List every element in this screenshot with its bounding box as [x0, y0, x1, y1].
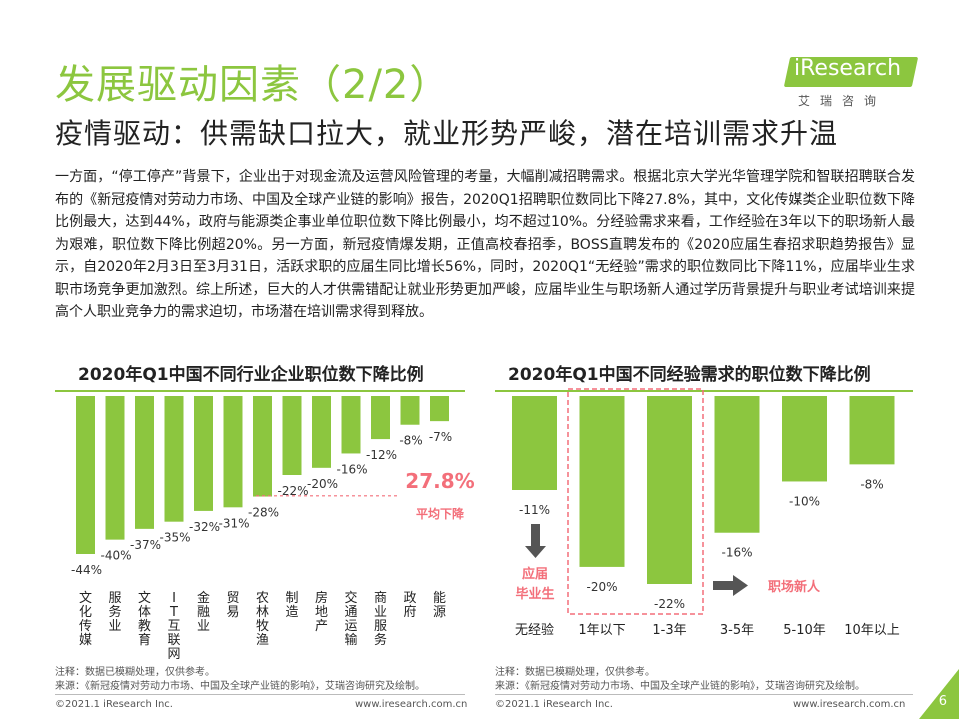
- right-note: 注释：数据已模糊处理，仅供参考。: [495, 667, 655, 678]
- chart1-category-label-8: 制造: [285, 591, 298, 620]
- chart2-annotation-newcomer: 职场新人: [768, 579, 821, 595]
- chart1-category-label-3: 文体教育: [138, 591, 151, 648]
- chart2-right-arrow-stem: [713, 581, 733, 590]
- chart1-bar-1: [76, 396, 95, 554]
- chart1-bar-4: [164, 396, 184, 522]
- chart2-bar-6: [849, 396, 895, 465]
- page-title: 发展驱动因素（2/2）: [55, 62, 451, 108]
- chart2-bar-2: [579, 396, 625, 567]
- chart1-title: 2020年Q1中国不同行业企业职位数下降比例: [78, 365, 424, 385]
- chart2-category-label-1: 无经验: [515, 622, 554, 638]
- copyright-right: ©2021.1 iResearch Inc.: [495, 699, 613, 710]
- chart2-down-arrow-stem: [531, 524, 540, 546]
- chart1-value-label-3: -37%: [130, 538, 161, 552]
- right-footer-line: [495, 694, 913, 695]
- chart1-category-label-1: 文化传媒: [79, 591, 92, 648]
- chart1-value-label-9: -20%: [307, 477, 338, 491]
- right-source: 来源：《新冠疫情对劳动力市场、中国及全球产业链的影响》，艾瑞咨询研究及绘制。: [495, 681, 865, 692]
- chart2-value-label-1: -11%: [519, 503, 550, 517]
- logo-name: iResearch: [794, 56, 902, 81]
- chart1-bar-6: [223, 396, 243, 508]
- chart2-bar-3: [647, 396, 692, 584]
- chart2-annotation-freshgrad-line1: 应届: [522, 566, 548, 582]
- chart2-category-label-4: 3-5年: [720, 623, 754, 638]
- chart2-annotation-freshgrad-line2: 毕业生: [515, 586, 554, 602]
- chart1-category-label-12: 政府: [403, 591, 416, 620]
- chart1-value-label-13: -7%: [429, 430, 452, 444]
- copyright-left: ©2021.1 iResearch Inc.: [55, 699, 173, 710]
- left-note: 注释：数据已模糊处理，仅供参考。: [55, 667, 215, 678]
- chart2-bar-1: [512, 396, 557, 490]
- chart2-value-label-6: -8%: [860, 477, 883, 491]
- chart1-bar-2: [105, 396, 125, 540]
- chart1-bar-7: [253, 396, 272, 497]
- chart2-value-label-2: -20%: [586, 580, 617, 594]
- chart2-bar-5: [782, 396, 827, 482]
- chart2-right-arrow-head: [733, 575, 748, 596]
- chart1-bar-8: [282, 396, 302, 475]
- chart2-category-label-2: 1年以下: [578, 623, 625, 638]
- corner-decoration: [919, 669, 959, 719]
- chart1-value-label-1: -44%: [71, 563, 102, 577]
- chart2-value-label-5: -10%: [789, 494, 820, 508]
- url-left: www.iresearch.com.cn: [355, 699, 468, 710]
- chart1-category-label-11: 商业服务: [374, 591, 387, 648]
- chart2-bar-4: [714, 396, 760, 533]
- chart1-bar-13: [430, 396, 449, 422]
- chart1-category-label-9: 房地产: [315, 590, 328, 634]
- chart1-category-label-5: 金融业: [197, 590, 210, 634]
- left-footer-line: [55, 694, 465, 695]
- chart1-bar-5: [194, 396, 213, 511]
- chart1-average-caption: 平均下降: [416, 506, 465, 521]
- chart1-category-label-6: 贸易: [226, 591, 239, 620]
- chart2-divider: [495, 390, 913, 392]
- chart2-category-label-6: 10年以上: [844, 623, 900, 638]
- chart1-category-label-13: 能源: [433, 591, 446, 620]
- body-paragraph: 一方面，“停工停产”背景下，企业出于对现金流及运营风险管理的考量，大幅削减招聘需…: [55, 169, 915, 320]
- chart2-category-label-5: 5-10年: [783, 623, 826, 638]
- chart1-value-label-2: -40%: [100, 549, 131, 563]
- chart1-value-label-7: -28%: [248, 506, 279, 520]
- chart1-value-label-4: -35%: [159, 531, 190, 545]
- chart1-category-label-2: 服务业: [108, 591, 121, 634]
- chart1-category-label-7: 农林牧渔: [256, 591, 269, 648]
- url-right: www.iresearch.com.cn: [793, 699, 906, 710]
- chart2-title: 2020年Q1中国不同经验需求的职位数下降比例: [508, 365, 871, 385]
- chart2-value-label-3: -22%: [654, 597, 685, 611]
- chart2-highlight-box: [567, 388, 704, 615]
- chart1-value-label-12: -8%: [399, 434, 422, 448]
- left-source: 来源：《新冠疫情对劳动力市场、中国及全球产业链的影响》，艾瑞咨询研究及绘制。: [55, 681, 425, 692]
- page-number: 6: [938, 694, 947, 709]
- chart1-bar-3: [135, 396, 154, 529]
- chart1-value-label-10: -16%: [336, 462, 367, 476]
- chart1-average-value: 27.8%: [405, 469, 474, 493]
- chart1-category-label-10: 交通运输: [344, 590, 357, 648]
- chart1-bar-12: [400, 396, 420, 425]
- logo-subtitle: 艾瑞咨询: [798, 94, 887, 108]
- chart1-value-label-6: -31%: [218, 516, 249, 530]
- page-subtitle: 疫情驱动：供需缺口拉大，就业形势严峻，潜在培训需求升温: [55, 117, 839, 150]
- chart1-bar-11: [371, 396, 390, 440]
- chart1-divider: [55, 390, 465, 392]
- iresearch-logo: iResearch 艾瑞咨询: [782, 52, 922, 114]
- chart1-category-label-4: I T 互联网: [167, 591, 180, 662]
- chart2-value-label-4: -16%: [721, 546, 752, 560]
- chart2-down-arrow-head: [525, 546, 546, 558]
- chart1-bar-9: [312, 396, 331, 468]
- chart1-bar-10: [341, 396, 361, 454]
- chart1-value-label-5: -32%: [189, 520, 220, 534]
- chart2-category-label-3: 1-3年: [652, 623, 686, 638]
- chart1-value-label-11: -12%: [366, 448, 397, 462]
- chart1-value-label-8: -22%: [277, 484, 308, 498]
